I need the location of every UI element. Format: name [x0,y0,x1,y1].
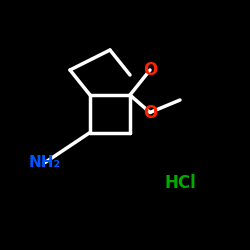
Text: NH₂: NH₂ [29,155,61,170]
Text: HCl: HCl [164,174,196,192]
Text: O: O [143,61,157,79]
Text: O: O [143,104,157,122]
